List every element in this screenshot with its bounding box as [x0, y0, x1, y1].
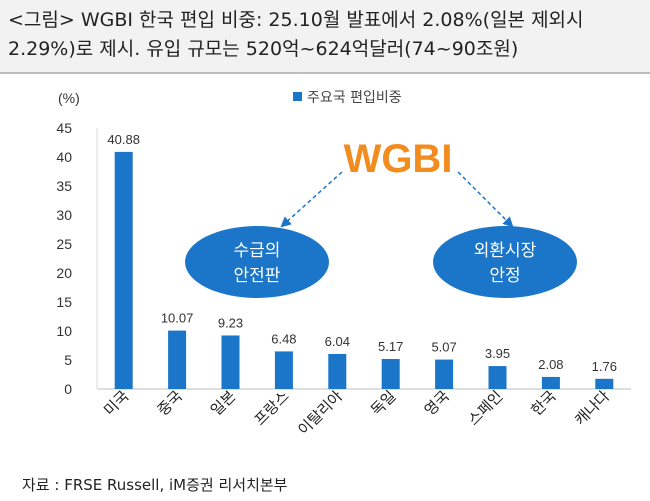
- wgbi-label: WGBI: [344, 137, 453, 181]
- data-label: 2.08: [538, 357, 563, 372]
- y-tick-label: 40: [56, 149, 72, 165]
- y-tick-label: 10: [56, 323, 72, 339]
- x-tick-label: 일본: [207, 387, 239, 419]
- data-label: 5.17: [378, 339, 403, 354]
- ellipse-left-line2: 안전판: [234, 266, 281, 286]
- data-label: 5.07: [431, 340, 456, 355]
- bar-7: [488, 366, 507, 389]
- y-tick-label: 15: [56, 294, 72, 310]
- source-note: 자료 : FRSE Russell, iM증권 리서치본부: [22, 476, 288, 494]
- bar-chart: (%) 주요국 편입비중 0 5 10 15 20 25 30 35 40 45 40.88 10.…: [56, 90, 631, 439]
- x-tick-label: 프랑스: [251, 387, 293, 429]
- bar-3: [274, 351, 293, 389]
- data-label: 40.88: [107, 132, 140, 147]
- bar-1: [168, 330, 187, 389]
- x-axis-labels: 미국 중국 일본 프랑스 이탈리아 독일 영국 스페인 한국 캐나다: [100, 387, 613, 439]
- bar-9: [595, 378, 614, 389]
- ellipse-right-line1: 외환시장: [474, 241, 537, 261]
- bars: 40.88 10.07 9.23 6.48 6.04 5.17 5.07 3.95 2.08 1.…: [107, 132, 617, 389]
- data-label: 1.76: [592, 359, 617, 374]
- data-label: 3.95: [485, 346, 510, 361]
- x-tick-label: 이탈리아: [294, 387, 346, 439]
- legend-swatch: [293, 92, 302, 101]
- legend: 주요국 편입비중: [293, 90, 402, 106]
- arrow-left: [280, 171, 343, 228]
- data-label: 10.07: [161, 311, 194, 326]
- bar-8: [541, 376, 560, 389]
- y-tick-label: 0: [64, 381, 72, 397]
- bar-4: [328, 353, 347, 389]
- ellipse-right-line2: 안정: [489, 266, 520, 286]
- title-band: <그림> WGBI 한국 편입 비중: 25.10월 발표에서 2.08%(일본…: [0, 0, 650, 74]
- data-label: 6.48: [271, 331, 296, 346]
- ellipse-supply-demand: [185, 226, 329, 298]
- x-tick-label: 독일: [367, 387, 399, 419]
- bar-2: [221, 335, 240, 389]
- y-tick-label: 25: [56, 236, 72, 252]
- x-tick-label: 스페인: [464, 387, 506, 429]
- y-tick-label: 45: [56, 120, 72, 136]
- bar-5: [381, 359, 400, 389]
- y-tick-label: 5: [64, 352, 72, 368]
- x-tick-label: 한국: [527, 387, 559, 419]
- x-tick-label: 중국: [154, 387, 186, 419]
- y-axis: 0 5 10 15 20 25 30 35 40 45: [56, 120, 631, 397]
- data-label: 9.23: [218, 315, 243, 330]
- arrow-right: [457, 171, 514, 228]
- y-tick-label: 35: [56, 178, 72, 194]
- data-label: 6.04: [325, 334, 350, 349]
- y-tick-label: 30: [56, 207, 72, 223]
- y-tick-label: 20: [56, 265, 72, 281]
- x-tick-label: 캐나다: [571, 387, 613, 429]
- y-axis-label: (%): [58, 90, 80, 106]
- ellipse-left-line1: 수급의: [234, 241, 281, 261]
- x-tick-label: 미국: [100, 387, 132, 419]
- figure-title: <그림> WGBI 한국 편입 비중: 25.10월 발표에서 2.08%(일본…: [8, 9, 584, 60]
- x-tick-label: 영국: [421, 387, 453, 419]
- legend-label: 주요국 편입비중: [307, 90, 402, 106]
- bar-0: [114, 151, 133, 389]
- ellipse-fx-stability: [433, 226, 577, 298]
- bar-6: [435, 359, 454, 389]
